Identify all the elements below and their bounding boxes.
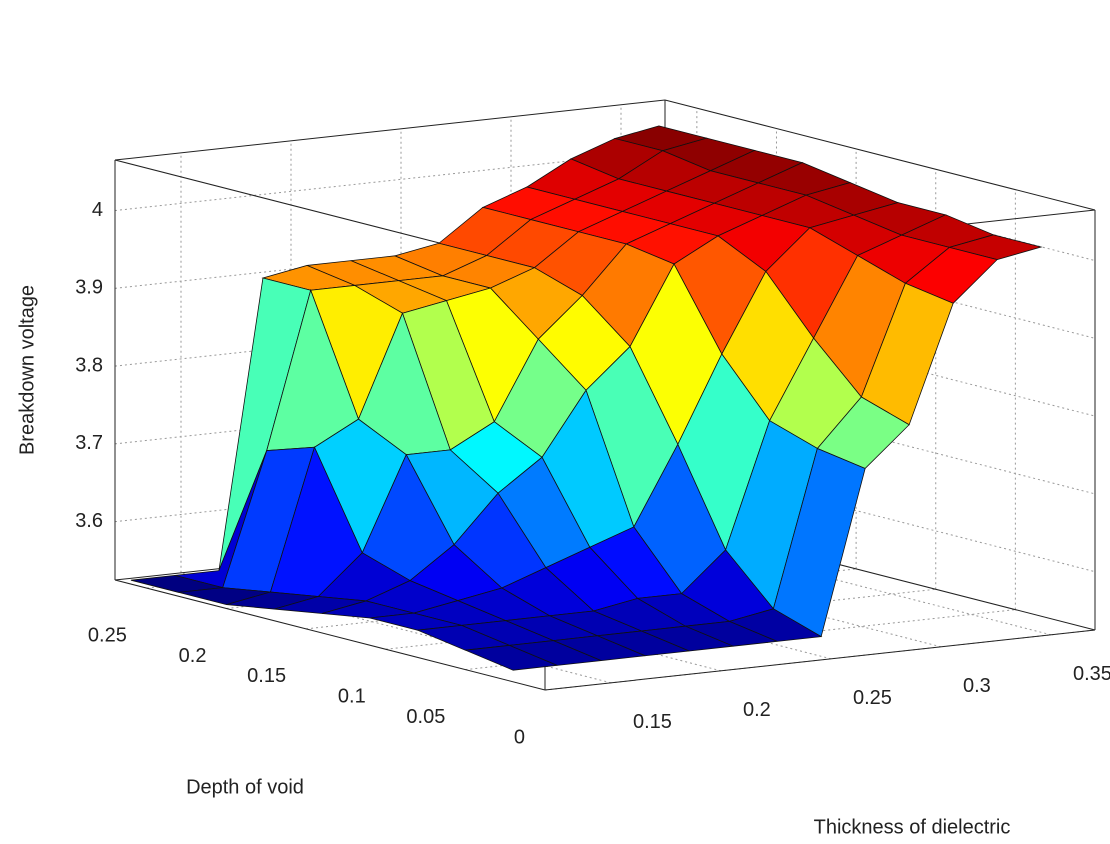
x-tick-label: 0.3 bbox=[963, 675, 991, 697]
grid-line bbox=[180, 572, 612, 684]
y-tick-label: 0.2 bbox=[179, 645, 207, 667]
x-axis-label: Thickness of dielectric bbox=[814, 816, 1011, 838]
x-tick-label: 0.2 bbox=[743, 699, 771, 721]
z-tick-label: 3.6 bbox=[75, 510, 103, 532]
z-tick-label: 3.8 bbox=[75, 354, 103, 376]
labels: 3.6 3.7 3.8 3.9 4 0 0.05 0.1 0.15 0.2 0.25 0.15 0.2 0… bbox=[75, 199, 1110, 748]
surface bbox=[130, 125, 1043, 671]
x-tick-label: 0.15 bbox=[633, 711, 672, 733]
box-edge bbox=[114, 579, 546, 691]
y-tick-label: 0.15 bbox=[247, 665, 286, 687]
box-edge bbox=[544, 629, 1096, 691]
y-tick-label: 0.25 bbox=[88, 624, 127, 646]
y-axis-label: Depth of void bbox=[186, 776, 304, 798]
y-tick-label: 0.1 bbox=[338, 686, 366, 708]
surface-patch bbox=[465, 644, 558, 671]
x-tick-label: 0.25 bbox=[853, 687, 892, 709]
z-tick-label: 4 bbox=[92, 199, 103, 221]
z-tick-label: 3.7 bbox=[75, 432, 103, 454]
y-tick-label: 0.05 bbox=[406, 706, 445, 728]
y-tick-label: 0 bbox=[514, 726, 525, 748]
x-tick-label: 0.35 bbox=[1073, 663, 1110, 685]
box-edge bbox=[664, 99, 1096, 211]
z-axis-label: Breakdown voltage bbox=[16, 285, 38, 455]
grid-line bbox=[664, 461, 1096, 573]
z-tick-label: 3.9 bbox=[75, 277, 103, 299]
box-edge bbox=[114, 99, 666, 161]
